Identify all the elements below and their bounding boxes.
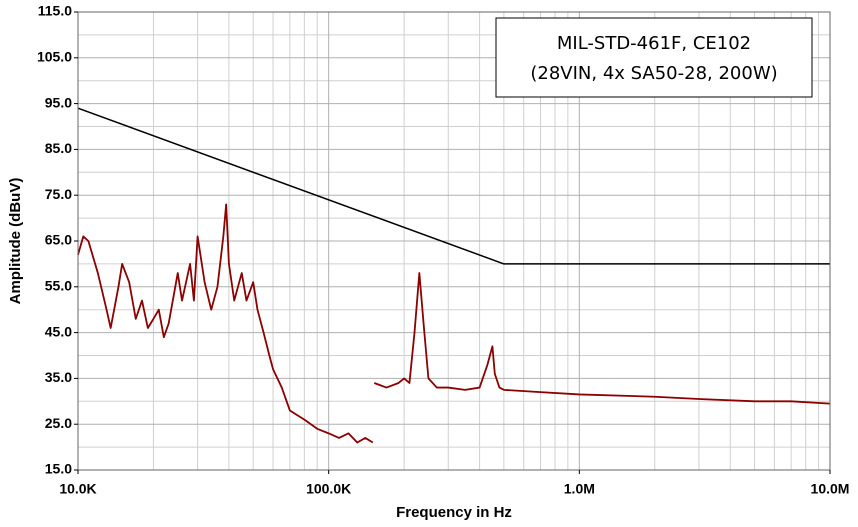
y-tick-label: 25.0 xyxy=(45,415,72,431)
y-tick-label: 95.0 xyxy=(45,94,72,110)
y-tick-label: 105.0 xyxy=(37,49,72,65)
y-axis-title: Amplitude (dBuV) xyxy=(7,178,24,305)
series-line xyxy=(77,107,830,265)
series-line xyxy=(77,203,831,444)
title-box xyxy=(495,17,813,98)
y-tick-label: 85.0 xyxy=(45,140,72,156)
x-tick-label: 10.0M xyxy=(811,481,850,497)
y-tick-label: 35.0 xyxy=(45,369,72,385)
y-tick-label: 65.0 xyxy=(45,232,72,248)
x-tick-label: 1.0M xyxy=(564,481,595,497)
chart-subtitle: (28VIN, 4x SA50-28, 200W) xyxy=(530,63,777,84)
chart-title: MIL-STD-461F, CE102 xyxy=(557,33,751,54)
y-tick-label: 55.0 xyxy=(45,278,72,294)
plot-lines xyxy=(77,107,831,444)
y-tick-label: 75.0 xyxy=(45,186,72,202)
x-tick-label: 10.0K xyxy=(59,481,96,497)
y-tick-label: 45.0 xyxy=(45,323,72,339)
y-tick-label: 115.0 xyxy=(38,3,72,19)
x-tick-label: 100.0K xyxy=(306,481,351,497)
x-axis-title: Frequency in Hz xyxy=(396,504,512,521)
y-tick-label: 15.0 xyxy=(45,461,72,477)
